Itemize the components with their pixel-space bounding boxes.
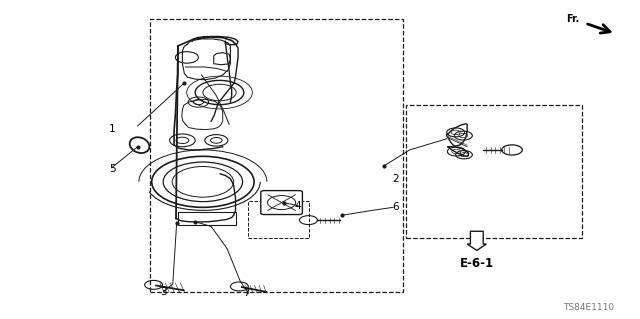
Text: Fr.: Fr. <box>566 14 580 24</box>
Text: 2: 2 <box>392 174 399 184</box>
Text: 7: 7 <box>243 288 250 299</box>
Text: 1: 1 <box>109 124 115 134</box>
Text: 6: 6 <box>392 202 399 212</box>
FancyBboxPatch shape <box>261 190 302 214</box>
Text: 4: 4 <box>294 201 301 211</box>
Bar <box>178 212 236 225</box>
Text: E-6-1: E-6-1 <box>460 257 494 270</box>
Bar <box>406 105 582 238</box>
Bar <box>248 201 309 238</box>
Bar <box>150 19 403 292</box>
Text: TS84E1110: TS84E1110 <box>563 303 614 312</box>
FancyArrow shape <box>467 231 486 250</box>
Text: 3: 3 <box>160 287 166 297</box>
Text: 5: 5 <box>109 164 115 174</box>
